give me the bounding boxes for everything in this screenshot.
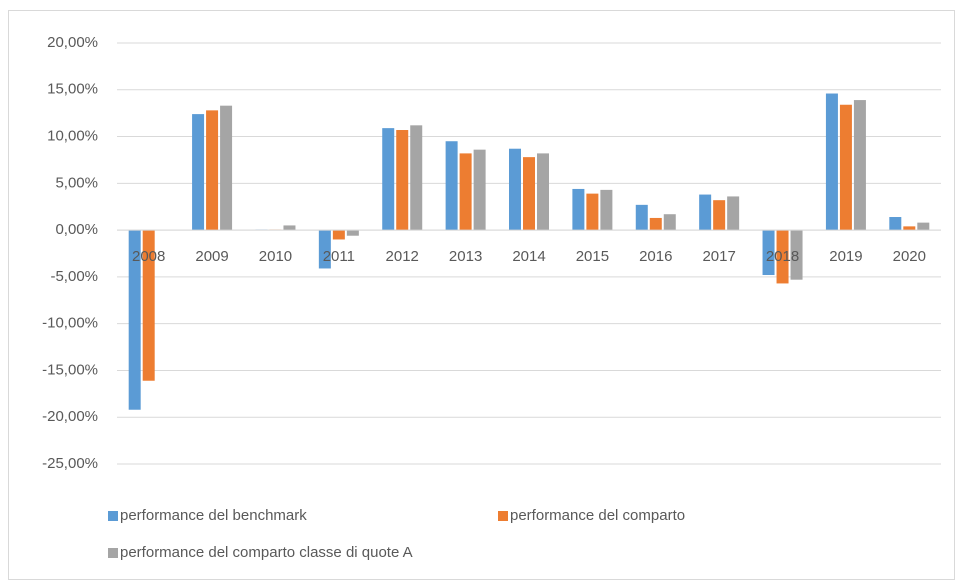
bar <box>220 105 233 231</box>
bar <box>572 188 585 231</box>
bar <box>727 196 740 231</box>
y-tick-label: -25,00% <box>42 455 98 472</box>
bar <box>889 217 902 231</box>
bar <box>382 128 395 231</box>
bar <box>410 125 423 231</box>
x-tick-label: 2008 <box>132 248 165 265</box>
bar <box>600 189 613 231</box>
bar <box>509 148 521 231</box>
bar <box>537 153 549 231</box>
bar <box>332 230 345 240</box>
bar <box>762 230 775 276</box>
bar <box>790 230 803 280</box>
legend-swatch <box>498 511 508 521</box>
bar <box>699 194 712 231</box>
y-tick-label: 5,00% <box>55 174 98 191</box>
x-tick-label: 2014 <box>512 248 545 265</box>
x-tick-label: 2013 <box>449 248 482 265</box>
bar <box>853 100 866 231</box>
bar <box>142 230 155 381</box>
y-tick-label: 15,00% <box>47 81 98 98</box>
bar <box>635 204 648 231</box>
bar <box>903 226 916 231</box>
bar <box>346 230 359 236</box>
bar <box>445 141 458 231</box>
bar <box>523 157 535 231</box>
x-tick-label: 2012 <box>386 248 419 265</box>
bar <box>473 149 486 231</box>
bar <box>839 104 852 231</box>
chart-border <box>8 10 955 580</box>
bar <box>318 230 331 269</box>
bar <box>396 130 409 231</box>
y-tick-label: -10,00% <box>42 315 98 332</box>
x-tick-label: 2010 <box>259 248 292 265</box>
bar <box>825 93 838 231</box>
bar <box>128 230 141 410</box>
bar <box>192 114 205 231</box>
bar <box>283 225 296 231</box>
y-tick-label: 0,00% <box>55 221 98 238</box>
x-tick-label: 2015 <box>576 248 609 265</box>
y-tick-label: 10,00% <box>47 128 98 145</box>
bar <box>917 222 930 231</box>
bar <box>459 153 472 231</box>
x-tick-label: 2019 <box>829 248 862 265</box>
legend-label: performance del comparto <box>510 507 685 524</box>
legend-swatch <box>108 548 118 558</box>
bar <box>206 110 219 231</box>
legend-label: performance del comparto classe di quote… <box>120 544 413 561</box>
x-tick-label: 2016 <box>639 248 672 265</box>
x-tick-label: 2018 <box>766 248 799 265</box>
bar <box>713 200 726 231</box>
bar <box>586 193 599 231</box>
y-tick-label: -5,00% <box>50 268 98 285</box>
x-tick-label: 2020 <box>893 248 926 265</box>
y-tick-label: -20,00% <box>42 408 98 425</box>
x-tick-label: 2011 <box>323 248 355 265</box>
bar <box>663 214 676 231</box>
x-tick-label: 2017 <box>702 248 735 265</box>
legend-swatch <box>108 511 118 521</box>
bar <box>649 217 662 231</box>
y-tick-label: 20,00% <box>47 34 98 51</box>
y-tick-label: -15,00% <box>42 361 98 378</box>
legend-label: performance del benchmark <box>120 507 307 524</box>
x-tick-label: 2009 <box>195 248 228 265</box>
bar <box>776 230 789 284</box>
